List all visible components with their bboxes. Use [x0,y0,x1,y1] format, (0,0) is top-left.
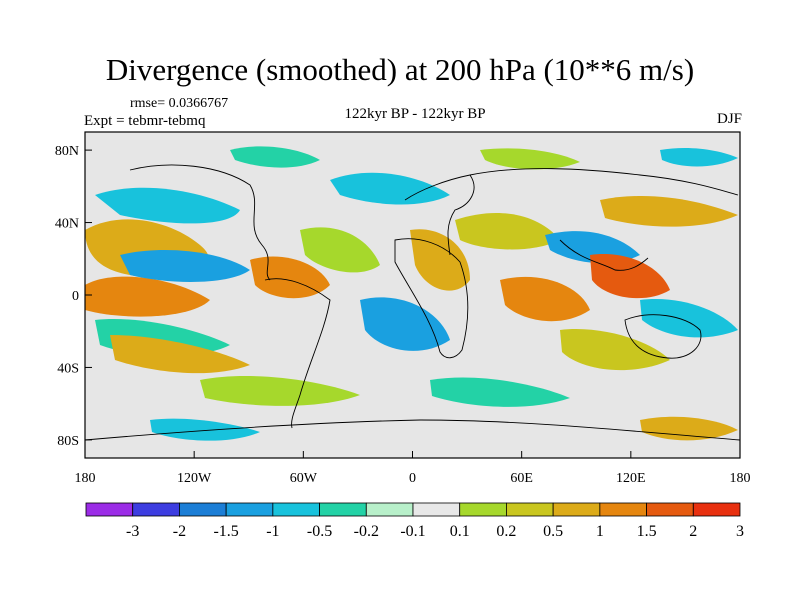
lat-tick-label: 80N [55,144,79,159]
lon-tick-label: 180 [730,471,751,486]
figure-title: Divergence (smoothed) at 200 hPa (10**6 … [105,52,695,87]
rmse-label: rmse= 0.0366767 [130,96,229,111]
colorbar-label: 1.5 [637,523,657,540]
season-label: DJF [716,111,742,127]
colorbar-swatch [692,502,741,517]
colorbar-swatch [319,502,367,517]
colorbar-label: -0.1 [400,523,425,540]
lat-tick-label: 40N [55,217,79,232]
lon-tick-label: 120E [616,471,646,486]
colorbar-swatch [85,502,134,517]
colorbar-swatch [179,502,227,517]
lat-tick-label: 80S [57,434,79,449]
latitude-axis: 80N 40N 0 40S 80S [55,144,92,449]
longitude-axis: 180 120W 60W 0 60E 120E 180 [75,451,751,486]
colorbar-swatch [646,502,694,517]
lon-tick-label: 0 [409,471,416,486]
colorbar-label: 2 [689,523,697,540]
colorbar-label: -2 [173,523,186,540]
colorbar-swatch [506,502,554,517]
lon-tick-label: 120W [177,471,212,486]
colorbar-swatch [132,502,180,517]
colorbar-label: -0.2 [354,523,379,540]
period-label: 122kyr BP - 122kyr BP [344,106,486,122]
colorbar-label: 3 [736,523,744,540]
lat-tick-label: 0 [72,289,79,304]
lon-tick-label: 60E [510,471,533,486]
coastlines [85,164,740,441]
colorbar-swatch [599,502,647,517]
colorbar: -3 -2 -1.5 -1 -0.5 -0.2 -0.1 0.1 0.2 0.5 1 1.5 2 3 [85,502,744,540]
colorbar-swatch [552,502,601,517]
colorbar-swatch [365,502,414,517]
colorbar-swatch [412,502,461,517]
colorbar-swatch [225,502,274,517]
map-panel [84,131,741,459]
colorbar-label: 0.2 [496,523,516,540]
colorbar-label: 0.5 [543,523,563,540]
colorbar-label: 1 [596,523,604,540]
experiment-label: Expt = tebmr-tebmq [84,113,206,129]
lat-tick-label: 40S [57,361,79,376]
colorbar-swatch [459,502,507,517]
colorbar-label: -1.5 [213,523,238,540]
lon-tick-label: 60W [290,471,318,486]
colorbar-label: -3 [126,523,139,540]
colorbar-label: 0.1 [450,523,470,540]
colorbar-label: -1 [266,523,279,540]
colorbar-label: -0.5 [307,523,332,540]
colorbar-swatch [272,502,320,517]
lon-tick-label: 180 [75,471,96,486]
divergence-field [85,146,738,441]
